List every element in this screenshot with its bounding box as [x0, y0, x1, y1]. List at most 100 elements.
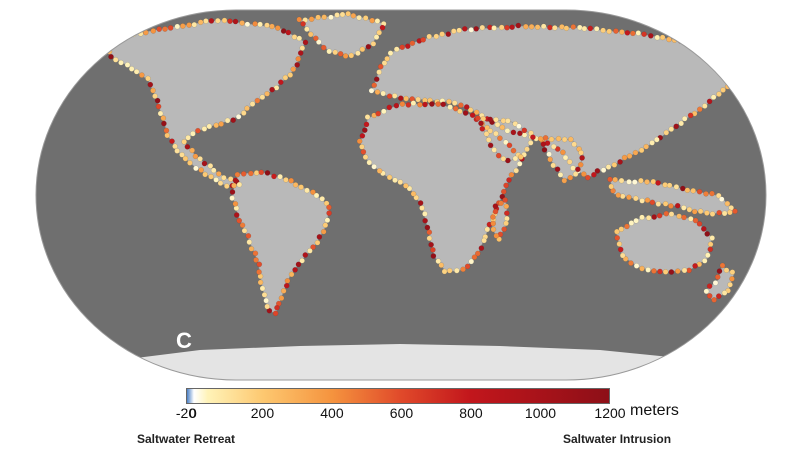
coastal-point [681, 204, 687, 211]
coastal-point [630, 30, 636, 37]
coastal-point [232, 177, 239, 184]
coastal-point [445, 31, 452, 37]
coastal-point [461, 25, 468, 32]
coastal-point [579, 155, 585, 161]
coastal-point [197, 19, 204, 26]
coastal-point [453, 267, 460, 274]
coastal-point [518, 154, 524, 160]
coastal-point [422, 101, 428, 108]
coastal-point [697, 208, 704, 215]
coastal-point [729, 80, 736, 86]
coastal-point [703, 288, 710, 295]
coastal-point [659, 34, 666, 41]
coastal-point [706, 98, 713, 105]
coastal-point [240, 170, 247, 177]
coastal-point [709, 211, 716, 217]
coastal-point [264, 170, 271, 176]
coastal-point [649, 139, 655, 146]
coastal-point [157, 110, 164, 117]
coastal-point [161, 120, 167, 127]
coastal-point [287, 72, 294, 78]
coastal-point [700, 44, 707, 50]
coastal-point [701, 257, 708, 264]
coastal-point [587, 25, 594, 32]
coastal-point [690, 39, 696, 46]
coastal-point [468, 258, 475, 265]
coastal-point [547, 156, 553, 163]
coastal-point [594, 168, 601, 174]
coastal-point [224, 117, 231, 124]
coastal-point [691, 208, 698, 215]
coastal-point [655, 201, 662, 207]
coastal-point [710, 94, 717, 100]
coastal-point [174, 148, 180, 154]
coastal-point [393, 102, 400, 109]
coastal-point [504, 127, 511, 134]
coastal-point [723, 267, 730, 274]
coastal-point [108, 53, 114, 60]
coastal-point [555, 135, 562, 142]
coastal-point [380, 90, 387, 97]
coastal-point [107, 36, 113, 43]
coastal-point [253, 257, 259, 263]
tick-label: 200 [250, 405, 275, 421]
coastal-point [656, 212, 663, 219]
coastal-point [201, 160, 208, 167]
coastal-point [297, 50, 304, 56]
coastal-point [704, 210, 710, 216]
coastal-point [729, 269, 736, 275]
coastal-point [124, 62, 131, 68]
coastal-point [528, 23, 535, 30]
coastal-point [493, 130, 499, 137]
coastal-point [266, 307, 273, 314]
coastal-point [727, 209, 733, 216]
coastal-point [128, 66, 135, 72]
coastal-point [361, 127, 368, 133]
coastal-point [112, 57, 119, 63]
coastal-point [223, 183, 230, 189]
coastal-point [258, 169, 265, 176]
coastal-point [561, 177, 568, 184]
coastal-point [716, 91, 722, 97]
coastal-point [600, 167, 607, 173]
coastal-point [628, 260, 634, 266]
coastal-point [668, 126, 675, 132]
coastal-point [479, 24, 486, 31]
coastal-point [315, 14, 321, 21]
coastal-point [505, 157, 511, 164]
coastal-point [628, 220, 635, 226]
saltwater-intrusion-label: Saltwater Intrusion [563, 432, 672, 446]
coastal-point [324, 217, 331, 223]
coastal-point [232, 200, 239, 207]
coastal-point [371, 163, 377, 170]
coastal-point [167, 25, 174, 31]
coastal-point [359, 143, 365, 150]
coastal-point [215, 170, 222, 177]
coastal-point [542, 134, 549, 141]
coastal-point [618, 226, 625, 232]
coastal-point [731, 61, 737, 67]
coastal-point [264, 303, 271, 310]
coastal-point [487, 116, 494, 123]
coastal-point [399, 44, 406, 51]
coastal-point [633, 195, 639, 202]
coastal-point [213, 176, 219, 183]
coastal-point [413, 194, 420, 201]
coastal-point [633, 263, 640, 269]
coastal-point [613, 28, 619, 34]
coastal-point [299, 45, 306, 51]
coastal-point [182, 155, 189, 162]
coastal-point [497, 135, 503, 141]
coastal-point [702, 103, 708, 109]
coastal-point [187, 160, 193, 166]
coastal-point [684, 38, 690, 45]
coastal-point [103, 42, 109, 48]
coastal-point [692, 263, 698, 269]
coastal-point [707, 246, 714, 253]
coastal-point [113, 35, 120, 42]
coastal-point [362, 15, 369, 21]
coastal-point [197, 155, 203, 162]
coastal-point [152, 93, 158, 99]
coastal-point [450, 28, 457, 34]
coastal-point [203, 18, 209, 24]
